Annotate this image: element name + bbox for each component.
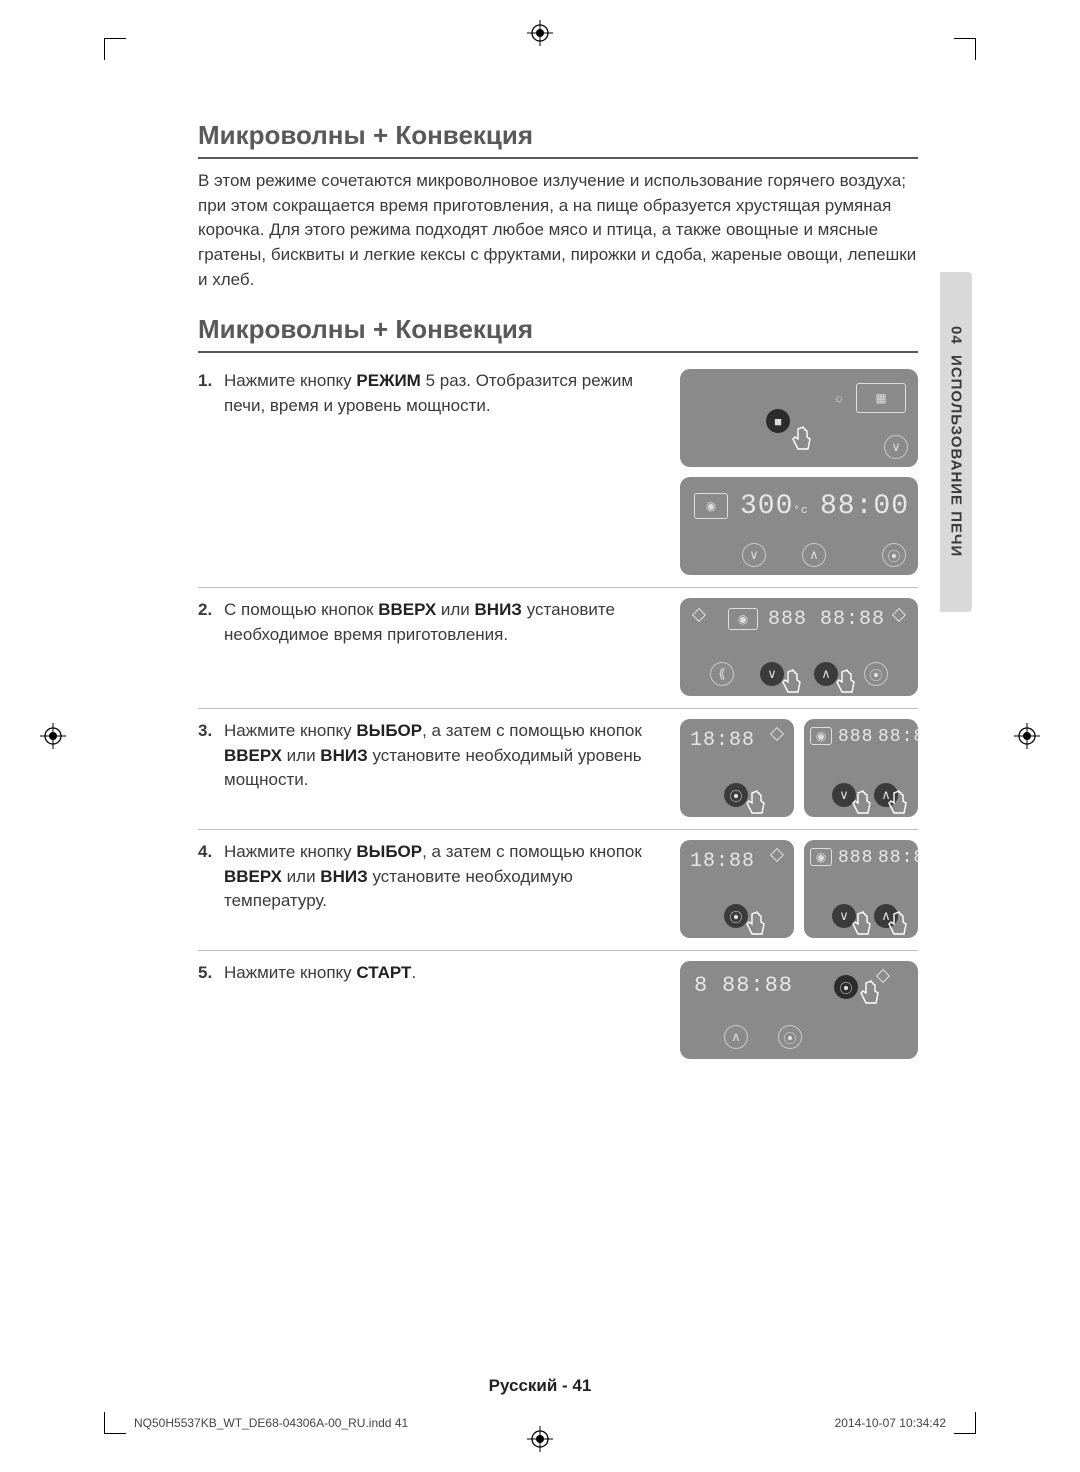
step-4: 4. Нажмите кнопку ВЫБОР, а затем с помощ… [198,829,918,950]
step-1: 1. Нажмите кнопку РЕЖИМ 5 раз. Отобразит… [198,365,918,587]
hand-pointer-icon [776,668,806,696]
step-2: 2. С помощью кнопок ВВЕРХ или ВНИЗ устан… [198,587,918,708]
section-title: Микроволны + Конвекция [198,120,918,159]
crop-mark [954,1412,976,1434]
step-body: С помощью кнопок ВВЕРХ или ВНИЗ установи… [224,598,668,696]
hand-pointer-icon [846,910,876,938]
time-readout: 88:8 [878,727,918,747]
time-readout: 88:88 [722,973,793,998]
time-readout: 88:88 [820,608,885,631]
up-button-icon: ∧ [724,1025,748,1049]
crop-mark [104,38,126,60]
hand-pointer-icon [740,789,770,817]
display-illustration: ◉ 888 88:88 ⟪ ∨ ∧ ⦿ [680,598,918,696]
select-button-icon: ⦿ [882,543,906,567]
print-meta-time: 2014-10-07 10:34:42 [835,1416,946,1430]
hand-pointer-icon [846,789,876,817]
temp-readout: 888 [838,848,873,868]
convection-icon: ◉ [810,848,832,866]
step-number: 2. [198,598,224,696]
display-illustration: 18:88 ⦿ [680,840,794,938]
hand-pointer-icon [786,425,816,455]
convection-icon: ◉ [694,493,728,519]
nav-button-icon: ⟪ [710,662,734,686]
page-content: Микроволны + Конвекция В этом режиме соч… [198,110,918,1340]
step-body: Нажмите кнопку РЕЖИМ 5 раз. Отобразится … [224,369,668,575]
time-readout: 18:88 [690,850,755,873]
diamond-icon [892,608,906,622]
time-readout: 88:8 [878,848,918,868]
crop-mark [954,38,976,60]
mode-icon: ▦ [856,383,906,413]
hand-pointer-icon [882,910,912,938]
crop-mark [104,1412,126,1434]
select-button-icon: ⦿ [864,662,888,686]
up-button-icon: ∧ [802,543,826,567]
diamond-icon [692,608,706,622]
display-illustration: 18:88 ⦿ [680,719,794,817]
side-tab-label: 04 ИСПОЛЬЗОВАНИЕ ПЕЧИ [948,326,965,557]
step-3: 3. Нажмите кнопку ВЫБОР, а затем с помощ… [198,708,918,829]
convection-icon: ◉ [810,727,832,745]
registration-mark-icon [527,1426,553,1452]
step-number: 5. [198,961,224,1059]
steps-title: Микроволны + Конвекция [198,314,918,353]
select-button-icon: ⦿ [778,1025,802,1049]
display-illustration: ▦ ☼ ■ ∨ [680,369,918,467]
hand-pointer-icon [882,789,912,817]
time-readout: 18:88 [690,729,755,752]
page-footer: Русский - 41 [0,1376,1080,1396]
hand-pointer-icon [830,668,860,696]
step-number: 3. [198,719,224,817]
hand-pointer-icon [740,910,770,938]
down-button-icon: ∨ [742,543,766,567]
registration-mark-icon [40,723,66,749]
print-meta-file: NQ50H5537KB_WT_DE68-04306A-00_RU.indd 41 [134,1416,408,1430]
step-body: Нажмите кнопку ВЫБОР, а затем с помощью … [224,840,668,938]
temp-readout: 888 [838,727,873,747]
seg-readout: 8 [694,973,708,998]
diamond-icon [770,848,784,862]
step-number: 1. [198,369,224,575]
step-body: Нажмите кнопку ВЫБОР, а затем с помощью … [224,719,668,817]
side-tab: 04 ИСПОЛЬЗОВАНИЕ ПЕЧИ [940,272,972,612]
step-body: Нажмите кнопку СТАРТ. [224,961,668,1059]
temp-readout: 888 [768,608,807,631]
diamond-icon [770,727,784,741]
down-button-icon: ∨ [884,435,908,459]
light-icon: ☼ [830,383,848,413]
steps-list: 1. Нажмите кнопку РЕЖИМ 5 раз. Отобразит… [198,365,918,1071]
temp-readout: 300°c [740,491,809,522]
hand-pointer-icon [854,979,884,1009]
display-illustration: ◉ 888 88:8 ∨ ∧ [804,719,918,817]
step-number: 4. [198,840,224,938]
display-illustration: ◉ 300°c 88:00 ∨ ∧ ⦿ [680,477,918,575]
display-illustration: 8 88:88 ⦿ ∧ ⦿ [680,961,918,1059]
time-readout: 88:00 [820,491,909,522]
intro-paragraph: В этом режиме сочетаются микроволновое и… [198,169,918,292]
step-5: 5. Нажмите кнопку СТАРТ. 8 88:88 ⦿ ∧ ⦿ [198,950,918,1071]
registration-mark-icon [527,20,553,46]
convection-icon: ◉ [728,608,758,630]
registration-mark-icon [1014,723,1040,749]
display-illustration: ◉ 888 88:8 ∨ ∧ [804,840,918,938]
